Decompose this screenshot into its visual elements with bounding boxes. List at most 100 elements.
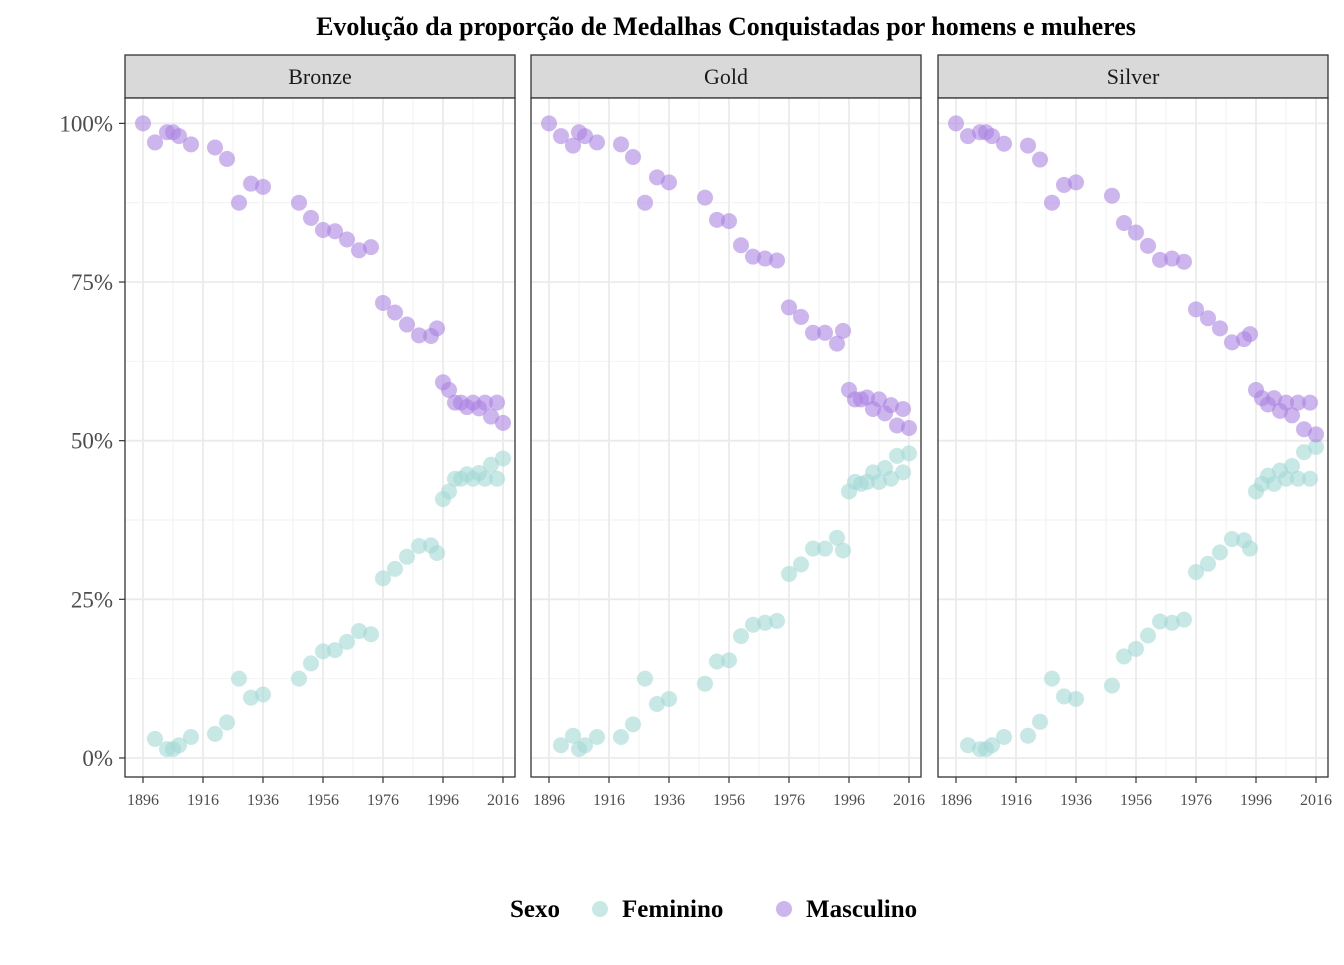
point-feminino xyxy=(411,538,427,555)
point-feminino xyxy=(1278,470,1294,487)
point-feminino xyxy=(769,612,785,629)
strip-label-bronze: Bronze xyxy=(288,64,352,89)
point-feminino xyxy=(1164,614,1180,631)
legend-label-masculino: Masculino xyxy=(806,896,917,923)
point-masculino xyxy=(805,324,821,341)
strip-bronze xyxy=(124,54,516,99)
point-feminino xyxy=(1032,713,1048,730)
point-masculino xyxy=(231,194,247,211)
point-feminino xyxy=(661,690,677,707)
y-tick-label: 0% xyxy=(82,746,113,771)
point-feminino xyxy=(219,714,235,731)
point-masculino xyxy=(871,391,887,408)
series-feminino-bronze xyxy=(147,450,511,758)
point-masculino xyxy=(1296,421,1312,438)
y-tick-label: 100% xyxy=(59,111,113,136)
point-feminino xyxy=(1104,677,1120,694)
panel-gold: Gold 1896 1916 1936 1956 1976 1996 2016 xyxy=(530,54,925,809)
x-tick-label: 1936 xyxy=(653,792,685,809)
point-masculino xyxy=(960,128,976,145)
x-tick-label: 1956 xyxy=(1120,792,1152,809)
point-feminino xyxy=(1302,470,1318,487)
x-tick-label: 1976 xyxy=(1180,792,1212,809)
point-masculino xyxy=(1188,301,1204,318)
point-feminino xyxy=(960,737,976,754)
series-feminino-gold xyxy=(553,445,917,758)
point-masculino xyxy=(625,149,641,166)
legend-key-feminino xyxy=(592,901,608,917)
point-feminino xyxy=(577,737,593,754)
point-masculino xyxy=(1140,237,1156,254)
point-feminino xyxy=(1152,613,1168,630)
point-masculino xyxy=(1032,151,1048,168)
plot-area-gold xyxy=(531,98,921,777)
point-masculino xyxy=(135,115,151,132)
point-feminino xyxy=(1224,531,1240,548)
point-masculino xyxy=(1302,394,1318,411)
point-masculino xyxy=(948,115,964,132)
x-tick-label: 1936 xyxy=(247,792,279,809)
x-tick-label: 1916 xyxy=(187,792,219,809)
point-feminino xyxy=(495,450,511,467)
chart-title: Evolução da proporção de Medalhas Conqui… xyxy=(316,12,1136,41)
facet-panels: Bronze 1896 1916 1936 1956 1976 1996 2016 0% 25% 5… xyxy=(59,54,1332,809)
point-feminino xyxy=(339,633,355,650)
point-feminino xyxy=(351,623,367,640)
x-tick-label: 1936 xyxy=(1060,792,1092,809)
point-masculino xyxy=(613,136,629,153)
point-masculino xyxy=(577,128,593,145)
point-feminino xyxy=(1068,690,1084,707)
point-feminino xyxy=(1056,688,1072,705)
point-masculino xyxy=(315,221,331,238)
point-masculino xyxy=(1164,250,1180,267)
point-masculino xyxy=(303,209,319,226)
point-masculino xyxy=(793,308,809,325)
point-masculino xyxy=(1128,224,1144,241)
panel-bronze: Bronze 1896 1916 1936 1956 1976 1996 2016 0% 25% 5… xyxy=(59,54,519,809)
point-feminino xyxy=(1020,727,1036,744)
point-masculino xyxy=(745,248,761,265)
point-masculino xyxy=(709,211,725,228)
point-masculino xyxy=(649,169,665,186)
point-feminino xyxy=(1296,444,1312,461)
point-feminino xyxy=(637,670,653,687)
point-masculino xyxy=(1152,251,1168,268)
point-masculino xyxy=(387,304,403,321)
series-feminino-silver xyxy=(960,439,1324,758)
point-feminino xyxy=(429,544,445,561)
point-feminino xyxy=(745,616,761,633)
point-masculino xyxy=(565,137,581,154)
point-masculino xyxy=(1278,394,1294,411)
point-feminino xyxy=(1116,648,1132,665)
point-feminino xyxy=(1200,555,1216,572)
point-feminino xyxy=(1140,627,1156,644)
panel-border-bronze xyxy=(124,97,516,778)
point-feminino xyxy=(829,529,845,546)
point-feminino xyxy=(805,540,821,557)
series-masculino-silver xyxy=(948,115,1324,443)
x-tick-label: 1916 xyxy=(1000,792,1032,809)
point-masculino xyxy=(733,237,749,254)
point-masculino xyxy=(829,335,845,352)
point-feminino xyxy=(375,570,391,587)
point-masculino xyxy=(243,175,259,192)
point-feminino xyxy=(781,565,797,582)
point-masculino xyxy=(489,394,505,411)
plot-area-silver xyxy=(938,98,1328,777)
point-feminino xyxy=(589,729,605,746)
x-tick-label: 1916 xyxy=(593,792,625,809)
strip-gold xyxy=(530,54,922,99)
point-feminino xyxy=(901,445,917,462)
point-masculino xyxy=(1242,326,1258,343)
point-feminino xyxy=(1290,470,1306,487)
point-masculino xyxy=(1308,426,1324,443)
point-masculino xyxy=(781,299,797,316)
point-feminino xyxy=(1188,564,1204,581)
point-feminino xyxy=(721,652,737,669)
point-feminino xyxy=(1284,458,1300,475)
point-masculino xyxy=(895,400,911,417)
x-tick-label: 1996 xyxy=(1240,792,1272,809)
point-masculino xyxy=(769,252,785,269)
